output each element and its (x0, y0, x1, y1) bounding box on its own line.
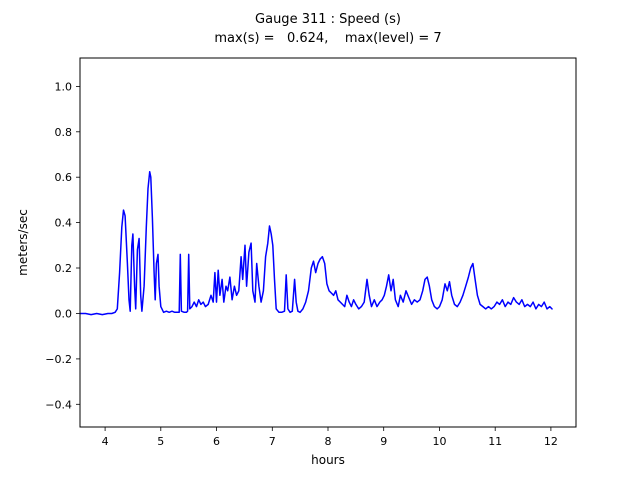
y-tick-label: 0.2 (55, 262, 73, 275)
x-tick-label: 10 (433, 435, 447, 448)
y-tick-label: −0.2 (45, 353, 72, 366)
y-tick-label: −0.4 (45, 398, 72, 411)
chart-subtitle: max(s) = 0.624, max(level) = 7 (214, 31, 442, 46)
x-tick-label: 6 (213, 435, 220, 448)
x-axis-label: hours (311, 453, 345, 467)
y-tick-label: 0.4 (55, 217, 73, 230)
speed-line (79, 171, 553, 316)
x-tick-label: 7 (269, 435, 276, 448)
chart-title: Gauge 311 : Speed (s) (255, 12, 401, 27)
y-axis-label: meters/sec (16, 209, 30, 276)
y-tick-label: 0.0 (55, 308, 73, 321)
x-tick-label: 9 (380, 435, 387, 448)
y-tick-label: 0.6 (55, 171, 73, 184)
x-tick-label: 5 (157, 435, 164, 448)
axes-frame (79, 57, 577, 428)
x-tick-label: 11 (488, 435, 502, 448)
y-tick-label: 1.0 (55, 80, 73, 93)
x-tick-label: 4 (102, 435, 109, 448)
x-tick-label: 12 (544, 435, 558, 448)
x-tick-label: 8 (325, 435, 332, 448)
y-tick-label: 0.8 (55, 126, 73, 139)
